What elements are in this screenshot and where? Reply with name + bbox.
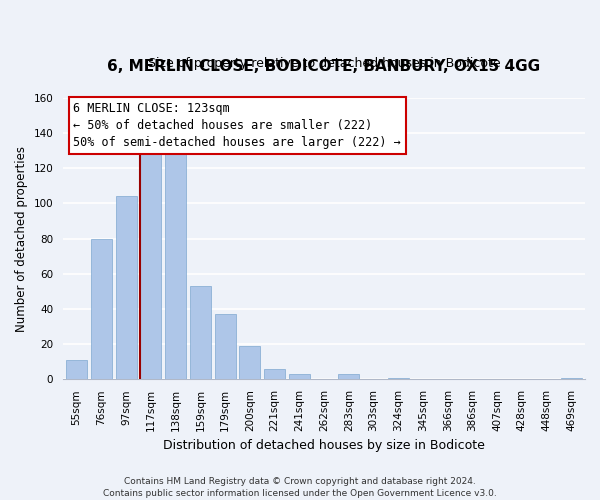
Bar (91, 238, 112, 380)
Bar (388, 378, 409, 380)
Y-axis label: Number of detached properties: Number of detached properties (15, 146, 28, 332)
Bar (338, 374, 359, 380)
Bar (239, 346, 260, 380)
Bar (66, 360, 87, 380)
Bar (289, 374, 310, 380)
Bar (190, 286, 211, 380)
Title: Size of property relative to detached houses in Bodicote: Size of property relative to detached ho… (148, 57, 500, 70)
Bar (264, 369, 285, 380)
Text: Contains HM Land Registry data © Crown copyright and database right 2024.
Contai: Contains HM Land Registry data © Crown c… (103, 476, 497, 498)
Bar (561, 378, 582, 380)
Text: 6, MERLIN CLOSE, BODICOTE, BANBURY, OX15 4GG: 6, MERLIN CLOSE, BODICOTE, BANBURY, OX15… (107, 59, 541, 74)
Text: 6 MERLIN CLOSE: 123sqm
← 50% of detached houses are smaller (222)
50% of semi-de: 6 MERLIN CLOSE: 123sqm ← 50% of detached… (73, 102, 401, 149)
Bar (165, 149, 186, 380)
X-axis label: Distribution of detached houses by size in Bodicote: Distribution of detached houses by size … (163, 440, 485, 452)
Bar (140, 149, 161, 380)
Bar (215, 314, 236, 380)
Bar (116, 196, 137, 380)
